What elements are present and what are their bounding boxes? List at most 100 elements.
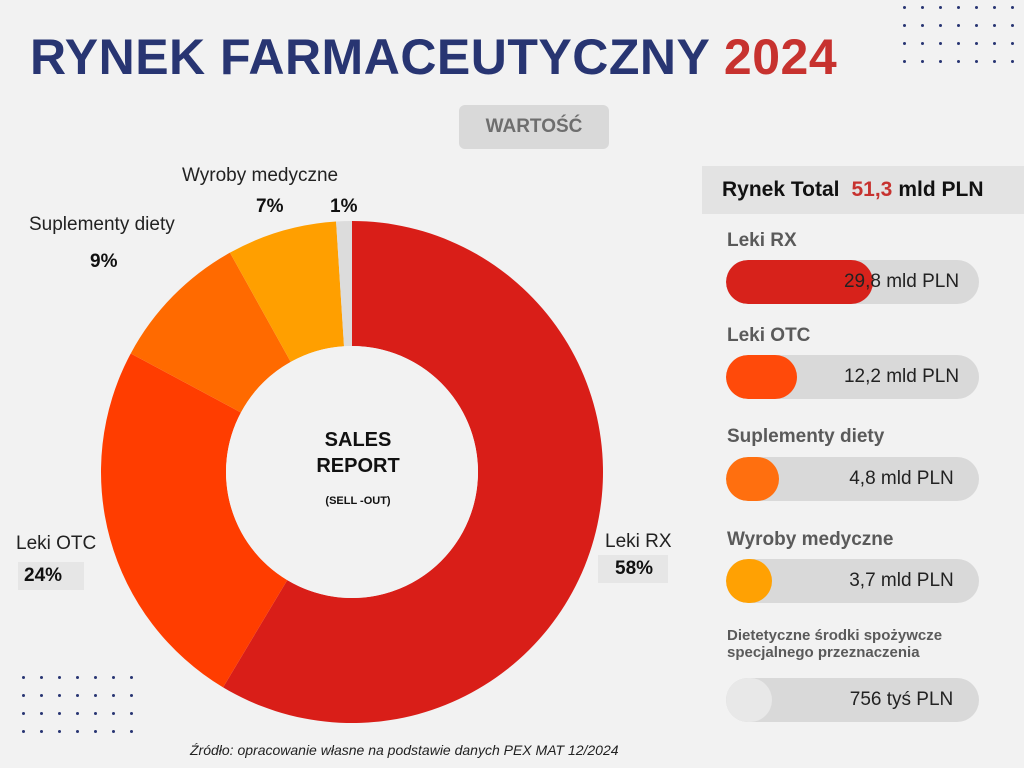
slice-wyroby (229, 221, 345, 362)
slice-label-otc: Leki OTC (16, 533, 97, 554)
total-value: 51,3 (851, 178, 893, 201)
dot (76, 694, 79, 697)
dot (112, 694, 115, 697)
dot (112, 730, 115, 733)
dot (130, 676, 133, 679)
center-title-line2: REPORT (316, 455, 400, 477)
slice-pct-dietetyczne: 1% (330, 196, 358, 217)
decorative-dots-top-right (903, 6, 1024, 63)
category-bar-rx: 29,8 mld PLN (726, 260, 979, 304)
donut-hole (226, 346, 478, 598)
slice-pct-otc: 24% (18, 562, 85, 590)
dot (939, 6, 942, 9)
dot (40, 712, 43, 715)
dot (112, 676, 115, 679)
dot (22, 676, 25, 679)
category-bar-fill (726, 355, 797, 399)
dot (94, 712, 97, 715)
dot (1011, 60, 1014, 63)
category-bar-fill (726, 678, 772, 722)
slice-label-suplementy: Suplementy diety (29, 214, 175, 235)
market-total-banner: Rynek Total 51,3 mld PLN (702, 166, 1024, 214)
page-title: RYNEK FARMACEUTYCZNY 2024 (30, 28, 837, 86)
total-unit: mld PLN (898, 178, 984, 201)
category-bar-fill (726, 260, 873, 304)
dot (58, 676, 61, 679)
dot (40, 676, 43, 679)
slice-otc (100, 353, 288, 688)
dot (903, 24, 906, 27)
dot (58, 694, 61, 697)
dot (921, 6, 924, 9)
category-bar-value: 29,8 mld PLN (843, 271, 960, 292)
category-bar-otc: 12,2 mld PLN (726, 355, 979, 399)
title-main: RYNEK FARMACEUTYCZNY (30, 29, 710, 85)
dot (1011, 6, 1014, 9)
category-label-otc: Leki OTC (727, 325, 811, 346)
dot (76, 712, 79, 715)
dot (939, 60, 942, 63)
category-bar-value: 3,7 mld PLN (849, 570, 954, 591)
category-bar-suplementy: 4,8 mld PLN (726, 457, 979, 501)
category-label-line1: Dietetyczne środki spożywcze (727, 627, 943, 644)
dot (975, 6, 978, 9)
category-bar-fill (726, 457, 780, 501)
donut-chart (100, 221, 604, 723)
value-badge: WARTOŚĆ (459, 105, 609, 149)
category-label-dietetyczne: Dietetyczne środki spożywcze specjalnego… (727, 627, 942, 661)
dot (76, 730, 79, 733)
dot (130, 712, 133, 715)
category-bar-value: 12,2 mld PLN (843, 366, 960, 387)
dot (40, 730, 43, 733)
center-title-line1: SALES (324, 429, 392, 451)
dot (921, 24, 924, 27)
dot (94, 676, 97, 679)
dot (112, 712, 115, 715)
dot (939, 42, 942, 45)
category-label-suplementy: Suplementy diety (727, 426, 885, 447)
category-bar-dietetyczne: 756 tyś PLN (726, 678, 979, 722)
category-label-rx: Leki RX (727, 230, 797, 251)
source-note: Źródło: opracowanie własne na podstawie … (190, 742, 619, 758)
dot (975, 42, 978, 45)
donut-center-title: SALES REPORT (278, 427, 438, 479)
dot (76, 676, 79, 679)
dot (58, 730, 61, 733)
slice-pct-suplementy: 9% (90, 251, 118, 272)
dot (130, 730, 133, 733)
category-bar-wyroby: 3,7 mld PLN (726, 559, 979, 603)
dot (921, 42, 924, 45)
dot (957, 6, 960, 9)
donut-center-subtitle: (SELL -OUT) (325, 495, 391, 507)
title-year: 2024 (723, 29, 838, 85)
dot (957, 60, 960, 63)
category-bar-value: 756 tyś PLN (849, 689, 954, 710)
slice-label-rx: Leki RX (605, 531, 672, 552)
dot (1011, 24, 1014, 27)
dot (957, 24, 960, 27)
dot (957, 42, 960, 45)
category-label-wyroby: Wyroby medyczne (727, 529, 894, 550)
total-label: Rynek Total (722, 178, 840, 201)
dot (40, 694, 43, 697)
dot (993, 42, 996, 45)
slice-dietetyczne (336, 221, 352, 347)
dot (975, 60, 978, 63)
category-label-line2: specjalnego przeznaczenia (727, 644, 920, 661)
dot (94, 694, 97, 697)
dot (22, 730, 25, 733)
dot (22, 712, 25, 715)
dot (993, 60, 996, 63)
dot (939, 24, 942, 27)
dot (903, 60, 906, 63)
category-bar-fill (726, 559, 772, 603)
dot (903, 42, 906, 45)
dot (130, 694, 133, 697)
slice-rx (223, 221, 604, 723)
decorative-dots-bottom-left (22, 676, 148, 733)
dot (58, 712, 61, 715)
category-bar-value: 4,8 mld PLN (849, 468, 954, 489)
dot (22, 694, 25, 697)
dot (975, 24, 978, 27)
slice-pct-rx: 58% (598, 555, 669, 583)
